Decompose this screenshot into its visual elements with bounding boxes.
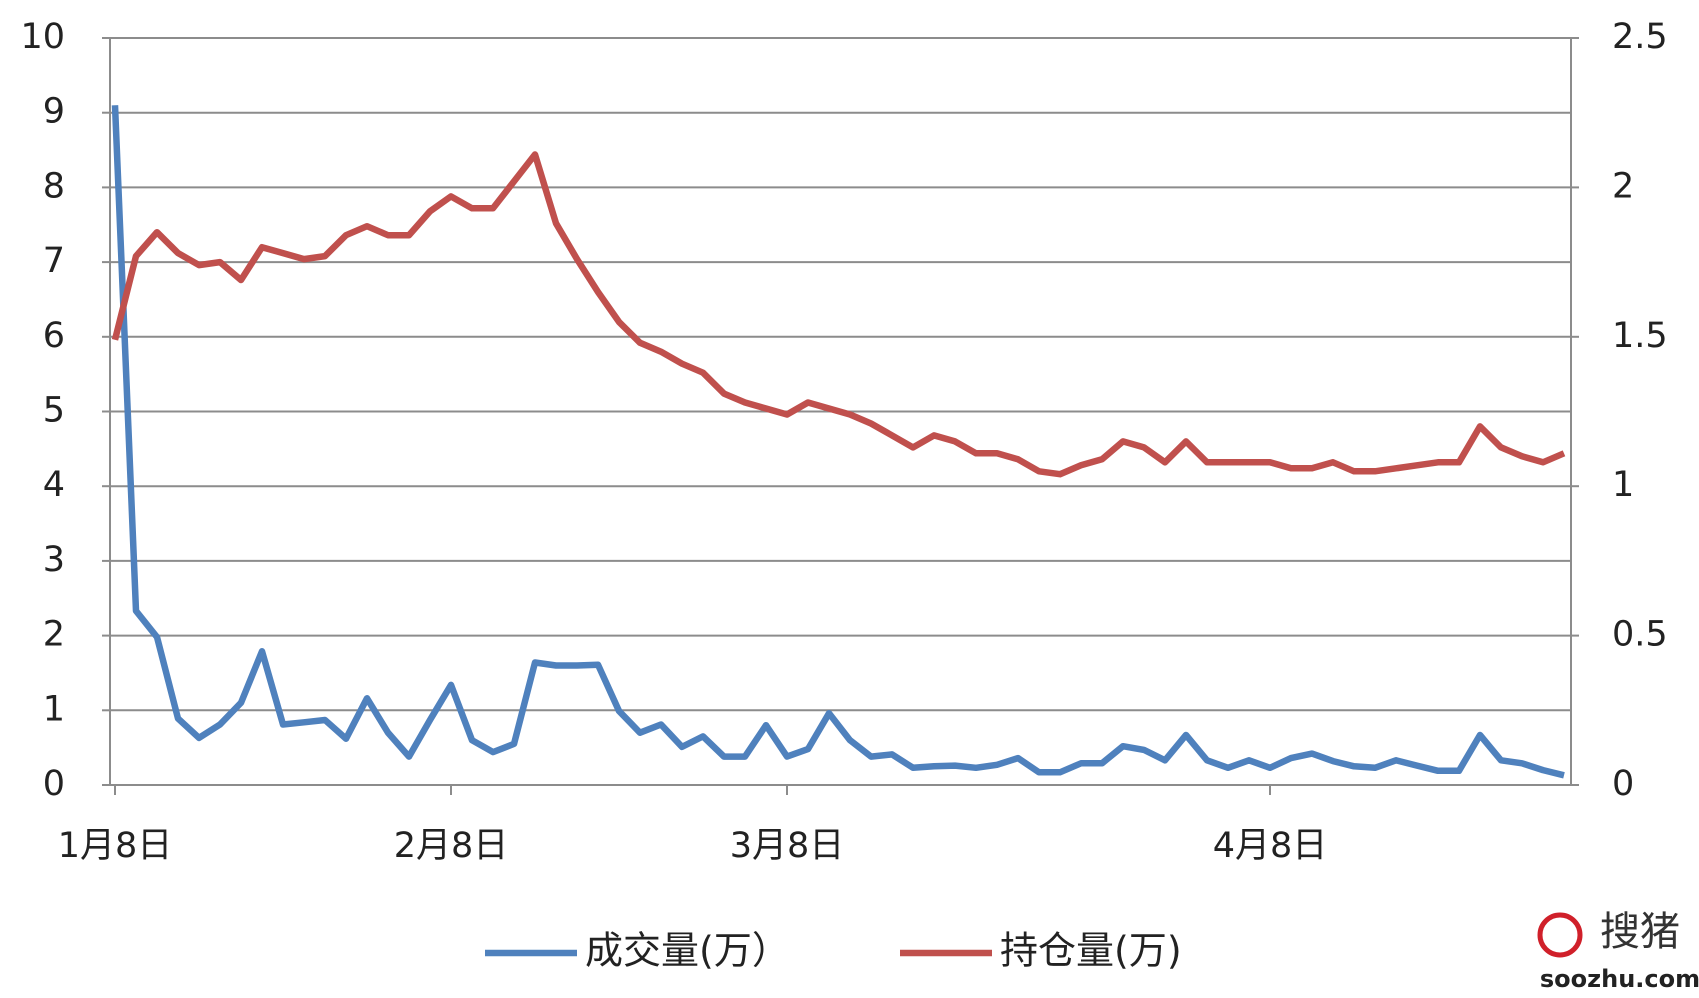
y-tick-label: 8 (43, 166, 65, 206)
y2-tick-label: 1.5 (1612, 316, 1668, 356)
x-tick-label: 4月8日 (1213, 826, 1328, 866)
y-tick-label: 1 (43, 689, 65, 729)
x-tick-label: 3月8日 (730, 826, 845, 866)
y2-tick-label: 1 (1612, 465, 1634, 505)
y2-tick-label: 2.5 (1612, 17, 1668, 57)
y-tick-label: 3 (43, 540, 65, 580)
legend-label: 持仓量(万) (1000, 929, 1182, 973)
y-tick-label: 5 (43, 391, 65, 431)
x-tick-label: 1月8日 (58, 826, 173, 866)
y-tick-label: 6 (43, 316, 65, 356)
y2-tick-label: 2 (1612, 166, 1634, 206)
y-tick-label: 2 (43, 615, 65, 655)
y-tick-label: 10 (20, 17, 65, 57)
watermark: 搜猪 soozhu.com (1537, 909, 1699, 993)
y-tick-label: 7 (43, 241, 65, 281)
watermark-url: soozhu.com (1540, 965, 1699, 993)
watermark-logo (1537, 912, 1583, 958)
series-line (111, 105, 1565, 779)
y-tick-label: 0 (43, 764, 65, 804)
series-line (111, 151, 1566, 478)
y2-tick-label: 0.5 (1612, 615, 1668, 655)
x-tick-label: 2月8日 (394, 826, 509, 866)
y-tick-label: 9 (43, 92, 65, 132)
y2-tick-label: 0 (1612, 764, 1634, 804)
watermark-text: 搜猪 (1600, 909, 1680, 955)
legend-label: 成交量(万） (585, 929, 790, 973)
y-tick-label: 4 (43, 465, 65, 505)
